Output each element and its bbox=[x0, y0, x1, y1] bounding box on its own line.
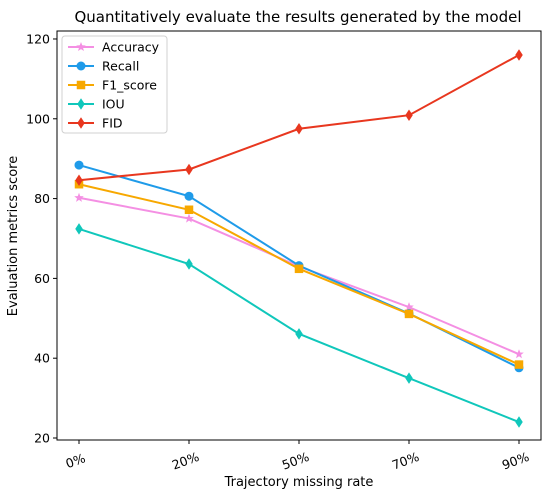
data-point bbox=[514, 349, 524, 359]
chart-title: Quantitatively evaluate the results gene… bbox=[74, 8, 521, 26]
x-tick-label: 0% bbox=[64, 450, 88, 471]
legend-label: FID bbox=[102, 116, 123, 131]
legend-marker bbox=[76, 61, 86, 71]
x-tick-label: 90% bbox=[500, 449, 531, 473]
legend-frame bbox=[61, 35, 168, 134]
legend-label: F1_score bbox=[102, 78, 157, 93]
y-tick-label: 60 bbox=[34, 271, 50, 286]
data-point bbox=[514, 360, 524, 369]
series-iou bbox=[75, 223, 523, 428]
legend-marker bbox=[77, 98, 85, 110]
y-tick-label: 40 bbox=[34, 351, 50, 366]
data-point bbox=[184, 213, 194, 223]
legend-entry: IOU bbox=[68, 97, 125, 112]
data-point bbox=[404, 302, 414, 312]
data-point bbox=[75, 174, 83, 186]
legend-marker bbox=[77, 117, 85, 129]
data-point bbox=[185, 163, 193, 176]
legend-label: IOU bbox=[102, 97, 125, 112]
y-axis-label: Evaluation metrics score bbox=[6, 156, 21, 316]
x-axis: 0% 20% 50% 70% 90% bbox=[64, 440, 531, 473]
data-point bbox=[405, 372, 413, 384]
y-tick-label: 80 bbox=[34, 191, 50, 206]
data-point bbox=[184, 205, 194, 215]
legend-label: Accuracy bbox=[102, 40, 160, 55]
data-point bbox=[75, 223, 83, 235]
data-point bbox=[404, 309, 414, 319]
series-layer bbox=[74, 49, 524, 428]
x-tick-label: 70% bbox=[390, 449, 421, 473]
legend-marker bbox=[76, 42, 86, 52]
data-point bbox=[515, 416, 523, 428]
data-point bbox=[295, 328, 303, 340]
x-axis-label: Trajectory missing rate bbox=[224, 475, 374, 490]
legend-entry: Accuracy bbox=[68, 40, 160, 55]
legend-entry: F1_score bbox=[68, 78, 157, 93]
x-tick-label: 50% bbox=[280, 449, 311, 473]
x-tick-label: 20% bbox=[170, 449, 201, 473]
y-tick-label: 100 bbox=[26, 111, 50, 126]
data-point bbox=[74, 160, 84, 170]
data-point bbox=[515, 49, 523, 61]
legend: Accuracy Recall F1_score IOU FID bbox=[61, 35, 168, 134]
series-f1-score bbox=[74, 179, 524, 369]
data-point bbox=[185, 258, 193, 270]
data-point bbox=[74, 192, 84, 202]
series-fid bbox=[75, 49, 523, 186]
legend-marker bbox=[76, 80, 86, 90]
data-point bbox=[184, 191, 194, 201]
data-point bbox=[294, 264, 304, 274]
data-point bbox=[295, 123, 303, 135]
y-tick-label: 120 bbox=[26, 31, 50, 46]
y-tick-label: 20 bbox=[34, 431, 50, 446]
legend-entry: Recall bbox=[68, 59, 139, 74]
legend-entry: FID bbox=[68, 116, 123, 131]
y-axis: 20 40 60 80 100 120 bbox=[26, 31, 57, 446]
legend-label: Recall bbox=[102, 59, 139, 74]
data-point bbox=[405, 109, 413, 121]
